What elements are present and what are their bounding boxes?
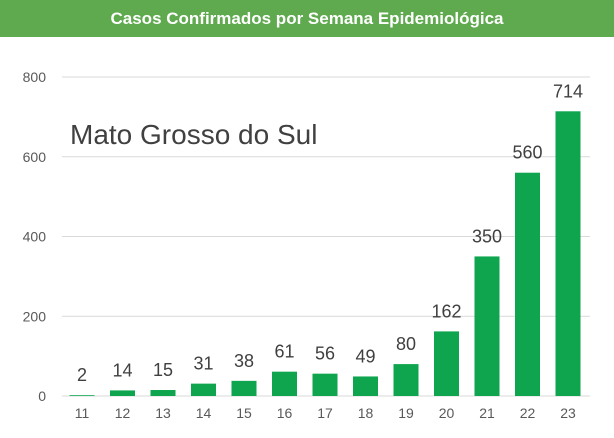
chart-subtitle: Mato Grosso do Sul <box>70 119 317 150</box>
bar-week-15 <box>231 380 257 396</box>
data-label-week-17: 56 <box>315 344 335 364</box>
bar-week-11 <box>69 395 95 396</box>
x-tick-label: 18 <box>358 405 374 421</box>
bar-week-12 <box>110 390 135 396</box>
y-tick-label: 400 <box>23 229 47 245</box>
bar-week-19 <box>393 364 419 396</box>
x-tick-label: 12 <box>115 405 131 421</box>
bar-week-13 <box>150 390 176 396</box>
x-tick-label: 19 <box>398 405 414 421</box>
data-label-week-23: 714 <box>553 81 583 101</box>
bar-week-21 <box>474 256 500 396</box>
data-label-week-18: 49 <box>355 346 375 366</box>
bar-week-18 <box>353 376 378 396</box>
data-label-week-13: 15 <box>153 360 173 380</box>
x-tick-label: 13 <box>155 405 171 421</box>
x-tick-label: 15 <box>236 405 252 421</box>
y-tick-label: 600 <box>23 149 47 165</box>
bar-week-22 <box>515 172 540 396</box>
bar-week-23 <box>555 111 581 396</box>
y-tick-label: 0 <box>38 388 46 404</box>
chart-title: Casos Confirmados por Semana Epidemiológ… <box>110 8 504 28</box>
gridlines <box>62 76 590 397</box>
bars <box>69 111 581 396</box>
data-label-week-12: 14 <box>112 360 132 380</box>
data-label-week-21: 350 <box>472 226 502 246</box>
data-labels: 2 14 15 31 38 61 56 49 80 162 350 560 714 <box>77 81 583 385</box>
data-label-week-14: 31 <box>193 354 213 374</box>
bar-week-20 <box>434 331 459 396</box>
data-label-week-11: 2 <box>77 365 87 385</box>
x-tick-label: 22 <box>520 405 536 421</box>
y-tick-label: 200 <box>23 308 47 324</box>
x-tick-label: 14 <box>196 405 212 421</box>
bar-week-14 <box>191 383 216 396</box>
bar-week-17 <box>312 373 338 396</box>
x-tick-label: 17 <box>317 405 333 421</box>
data-label-week-16: 61 <box>274 342 294 362</box>
x-tick-label: 23 <box>560 405 576 421</box>
data-label-week-19: 80 <box>396 334 416 354</box>
title-bar: Casos Confirmados por Semana Epidemiológ… <box>0 0 614 37</box>
x-axis: 11 12 13 14 15 16 17 18 19 20 21 22 23 <box>75 405 576 421</box>
x-tick-label: 11 <box>75 405 90 421</box>
y-tick-label: 800 <box>23 69 47 85</box>
data-label-week-15: 38 <box>234 351 254 371</box>
y-axis: 0 200 400 600 800 <box>23 69 47 404</box>
bar-week-16 <box>272 371 297 396</box>
x-tick-label: 16 <box>277 405 293 421</box>
bar-chart: 0 200 400 600 800 2 14 15 31 38 61 56 49 80 162 350 560… <box>23 69 590 421</box>
x-tick-label: 20 <box>439 405 455 421</box>
x-tick-label: 21 <box>479 405 495 421</box>
data-label-week-20: 162 <box>431 301 461 321</box>
data-label-week-22: 560 <box>512 143 542 163</box>
